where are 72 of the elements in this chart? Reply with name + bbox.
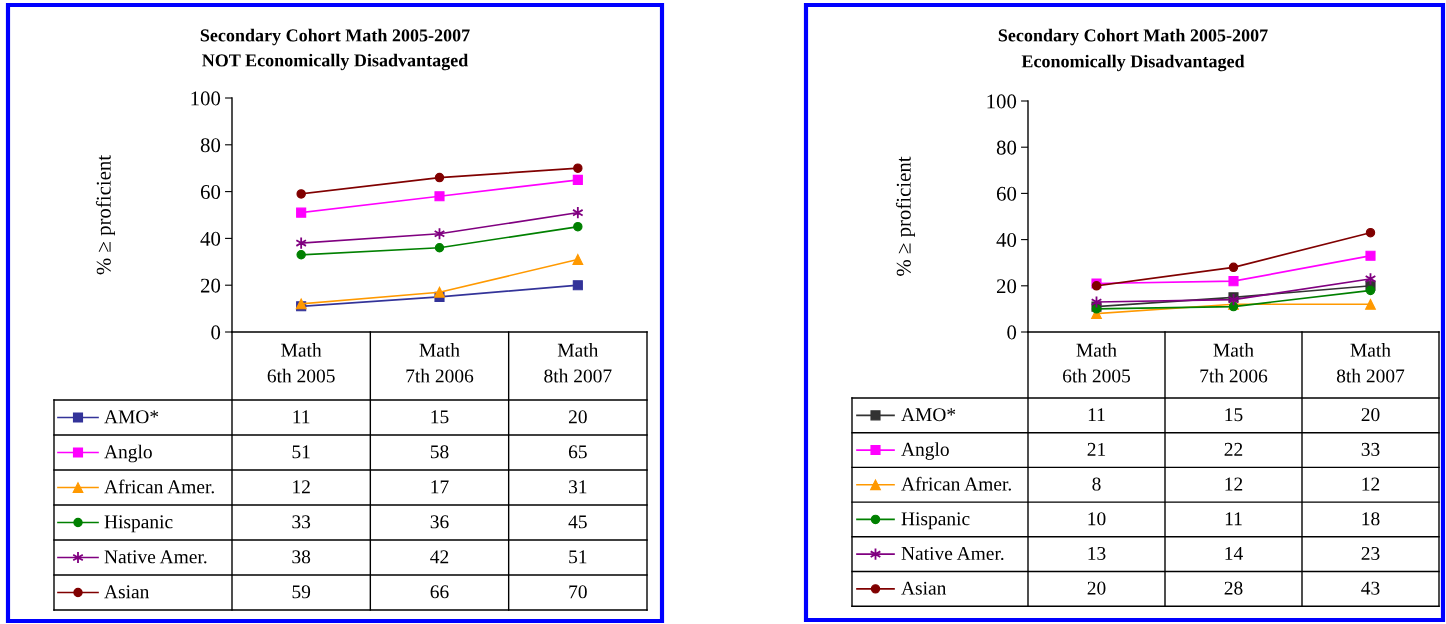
data-label: 66 <box>430 585 449 599</box>
legend-label: Native Amer. <box>901 546 1004 561</box>
legend-label: AMO* <box>104 410 159 424</box>
legend-label: Hispanic <box>901 512 970 530</box>
data-label: 8 <box>1092 477 1101 491</box>
y-axis-title: % ≥ proficient <box>895 156 915 276</box>
y-tick-label: 20 <box>996 279 1017 294</box>
data-label: 59 <box>292 585 311 599</box>
data-label: 14 <box>1225 546 1243 560</box>
legend-label: African Amer. <box>104 479 214 494</box>
data-label: 15 <box>431 410 449 424</box>
y-tick-label: 20 <box>200 278 221 293</box>
x-tick-label: Math 8th 2007 <box>1336 343 1405 383</box>
y-tick-label: 100 <box>987 94 1017 109</box>
chart-subtitle: NOT Economically Disadvantaged <box>202 53 469 71</box>
data-label: 33 <box>292 515 311 529</box>
legend-label: African Amer. <box>901 476 1011 491</box>
y-tick-label: 60 <box>200 184 221 200</box>
data-label: 20 <box>1361 408 1380 422</box>
data-label: 22 <box>1224 442 1243 456</box>
y-tick-label: 60 <box>996 186 1017 201</box>
data-label: 12 <box>1225 477 1243 491</box>
data-label: 45 <box>568 515 587 529</box>
chart-title: Secondary Cohort Math 2005-2007 <box>200 28 470 46</box>
legend-label: Hispanic <box>104 515 173 533</box>
data-label: 31 <box>569 480 587 494</box>
data-label: 17 <box>431 480 449 494</box>
legend-label: Asian <box>901 581 947 595</box>
y-tick-label: 80 <box>200 138 221 153</box>
x-tick-label: Math 8th 2007 <box>544 343 612 383</box>
data-label: 11 <box>293 410 310 424</box>
y-tick-label: 40 <box>996 232 1017 248</box>
data-label: 33 <box>1361 442 1380 456</box>
data-label: 11 <box>1225 512 1242 526</box>
data-label: 58 <box>430 445 449 459</box>
data-label: 23 <box>1361 546 1380 561</box>
chart-subtitle: Economically Disadvantaged <box>1021 54 1245 72</box>
data-label: 11 <box>1088 408 1105 422</box>
data-label: 15 <box>1225 408 1243 422</box>
y-tick-label: 0 <box>1007 325 1017 340</box>
data-label: 28 <box>1224 581 1243 595</box>
data-label: 36 <box>430 515 449 529</box>
data-label: 12 <box>1362 477 1380 491</box>
data-label: 12 <box>293 480 310 494</box>
data-label: 43 <box>1361 581 1380 595</box>
legend-label: AMO* <box>901 408 956 422</box>
x-tick-label: Math 7th 2006 <box>406 343 474 383</box>
data-label: 51 <box>569 550 587 564</box>
data-label: 42 <box>430 550 449 564</box>
data-label: 51 <box>292 445 310 459</box>
y-tick-label: 100 <box>191 91 221 106</box>
chart-title: Secondary Cohort Math 2005-2007 <box>998 28 1268 46</box>
data-label: 70 <box>569 585 587 599</box>
y-tick-label: 80 <box>996 140 1017 155</box>
data-label: 13 <box>1088 546 1106 561</box>
data-label: 18 <box>1362 512 1380 526</box>
x-tick-label: Math 6th 2005 <box>1063 343 1131 383</box>
y-axis-title: % ≥ proficient <box>95 155 115 275</box>
data-label: 20 <box>1087 581 1106 595</box>
legend-label: Anglo <box>104 444 152 463</box>
data-label: 10 <box>1088 512 1106 526</box>
data-label: 38 <box>292 550 311 564</box>
y-tick-label: 40 <box>200 231 221 246</box>
legend-label: Anglo <box>901 442 949 460</box>
legend-label: Asian <box>104 585 150 599</box>
legend-label: Native Amer. <box>104 550 207 564</box>
data-label: 21 <box>1087 442 1106 456</box>
x-tick-label: Math 6th 2005 <box>267 343 335 383</box>
data-label: 20 <box>568 410 587 424</box>
data-label: 65 <box>568 445 587 459</box>
y-tick-label: 0 <box>211 325 221 340</box>
x-tick-label: Math 7th 2006 <box>1200 343 1268 383</box>
